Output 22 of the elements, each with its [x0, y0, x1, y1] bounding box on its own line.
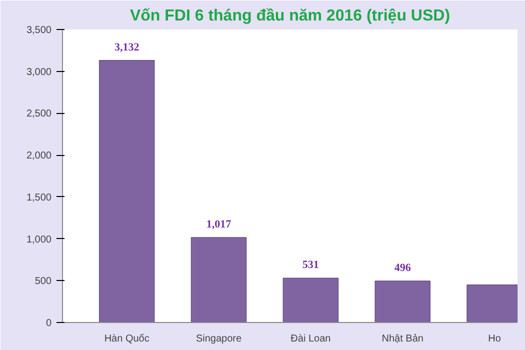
data-label: 496 — [394, 262, 412, 274]
y-tick-label: 0 — [46, 318, 52, 329]
y-tick-label: 1,000 — [26, 234, 52, 246]
bar — [282, 278, 339, 322]
y-tick-label: 2,500 — [26, 108, 52, 120]
y-tick-label: 500 — [34, 276, 52, 288]
y-tick-label: 3,000 — [26, 66, 52, 78]
bar — [98, 60, 155, 322]
chart-title: Vốn FDI 6 tháng đầu năm 2016 (triệu USD) — [130, 8, 450, 24]
x-tick-label: Đài Loan — [290, 334, 331, 344]
bar — [374, 280, 430, 322]
x-tick-label: Hàn Quốc — [104, 334, 150, 344]
data-label: 1,017 — [206, 218, 232, 230]
data-label: 531 — [302, 259, 319, 272]
x-tick-label: Ho — [488, 334, 502, 344]
bar — [190, 237, 247, 322]
y-tick-label: 2,000 — [26, 150, 52, 162]
y-tick-label: 3,500 — [26, 25, 52, 36]
data-label: 3,132 — [114, 41, 140, 54]
x-tick-label: Nhật Bản — [382, 334, 424, 344]
x-tick-label: Singapore — [196, 334, 242, 344]
y-tick-label: 1,500 — [26, 192, 52, 204]
